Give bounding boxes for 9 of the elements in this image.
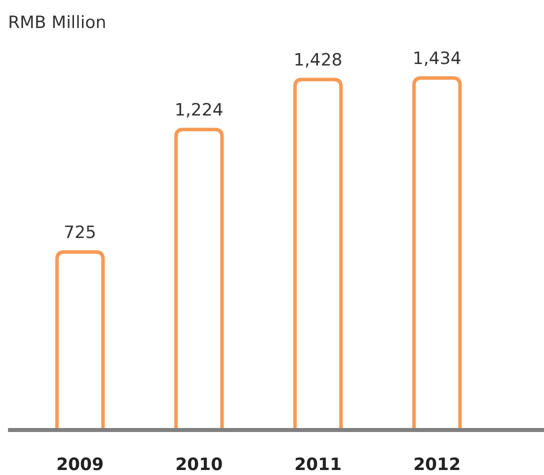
data-label: 1,434 bbox=[412, 49, 462, 69]
data-label: 1,428 bbox=[294, 50, 342, 70]
x-tick-label: 2011 bbox=[294, 455, 342, 475]
data-label: 1,224 bbox=[174, 100, 224, 121]
x-tick-label: 2010 bbox=[175, 455, 223, 475]
y-axis-title: RMB Million bbox=[8, 13, 106, 33]
x-tick-label: 2009 bbox=[56, 455, 104, 475]
data-label: 725 bbox=[64, 223, 96, 244]
x-tick-label: 2012 bbox=[413, 455, 461, 475]
